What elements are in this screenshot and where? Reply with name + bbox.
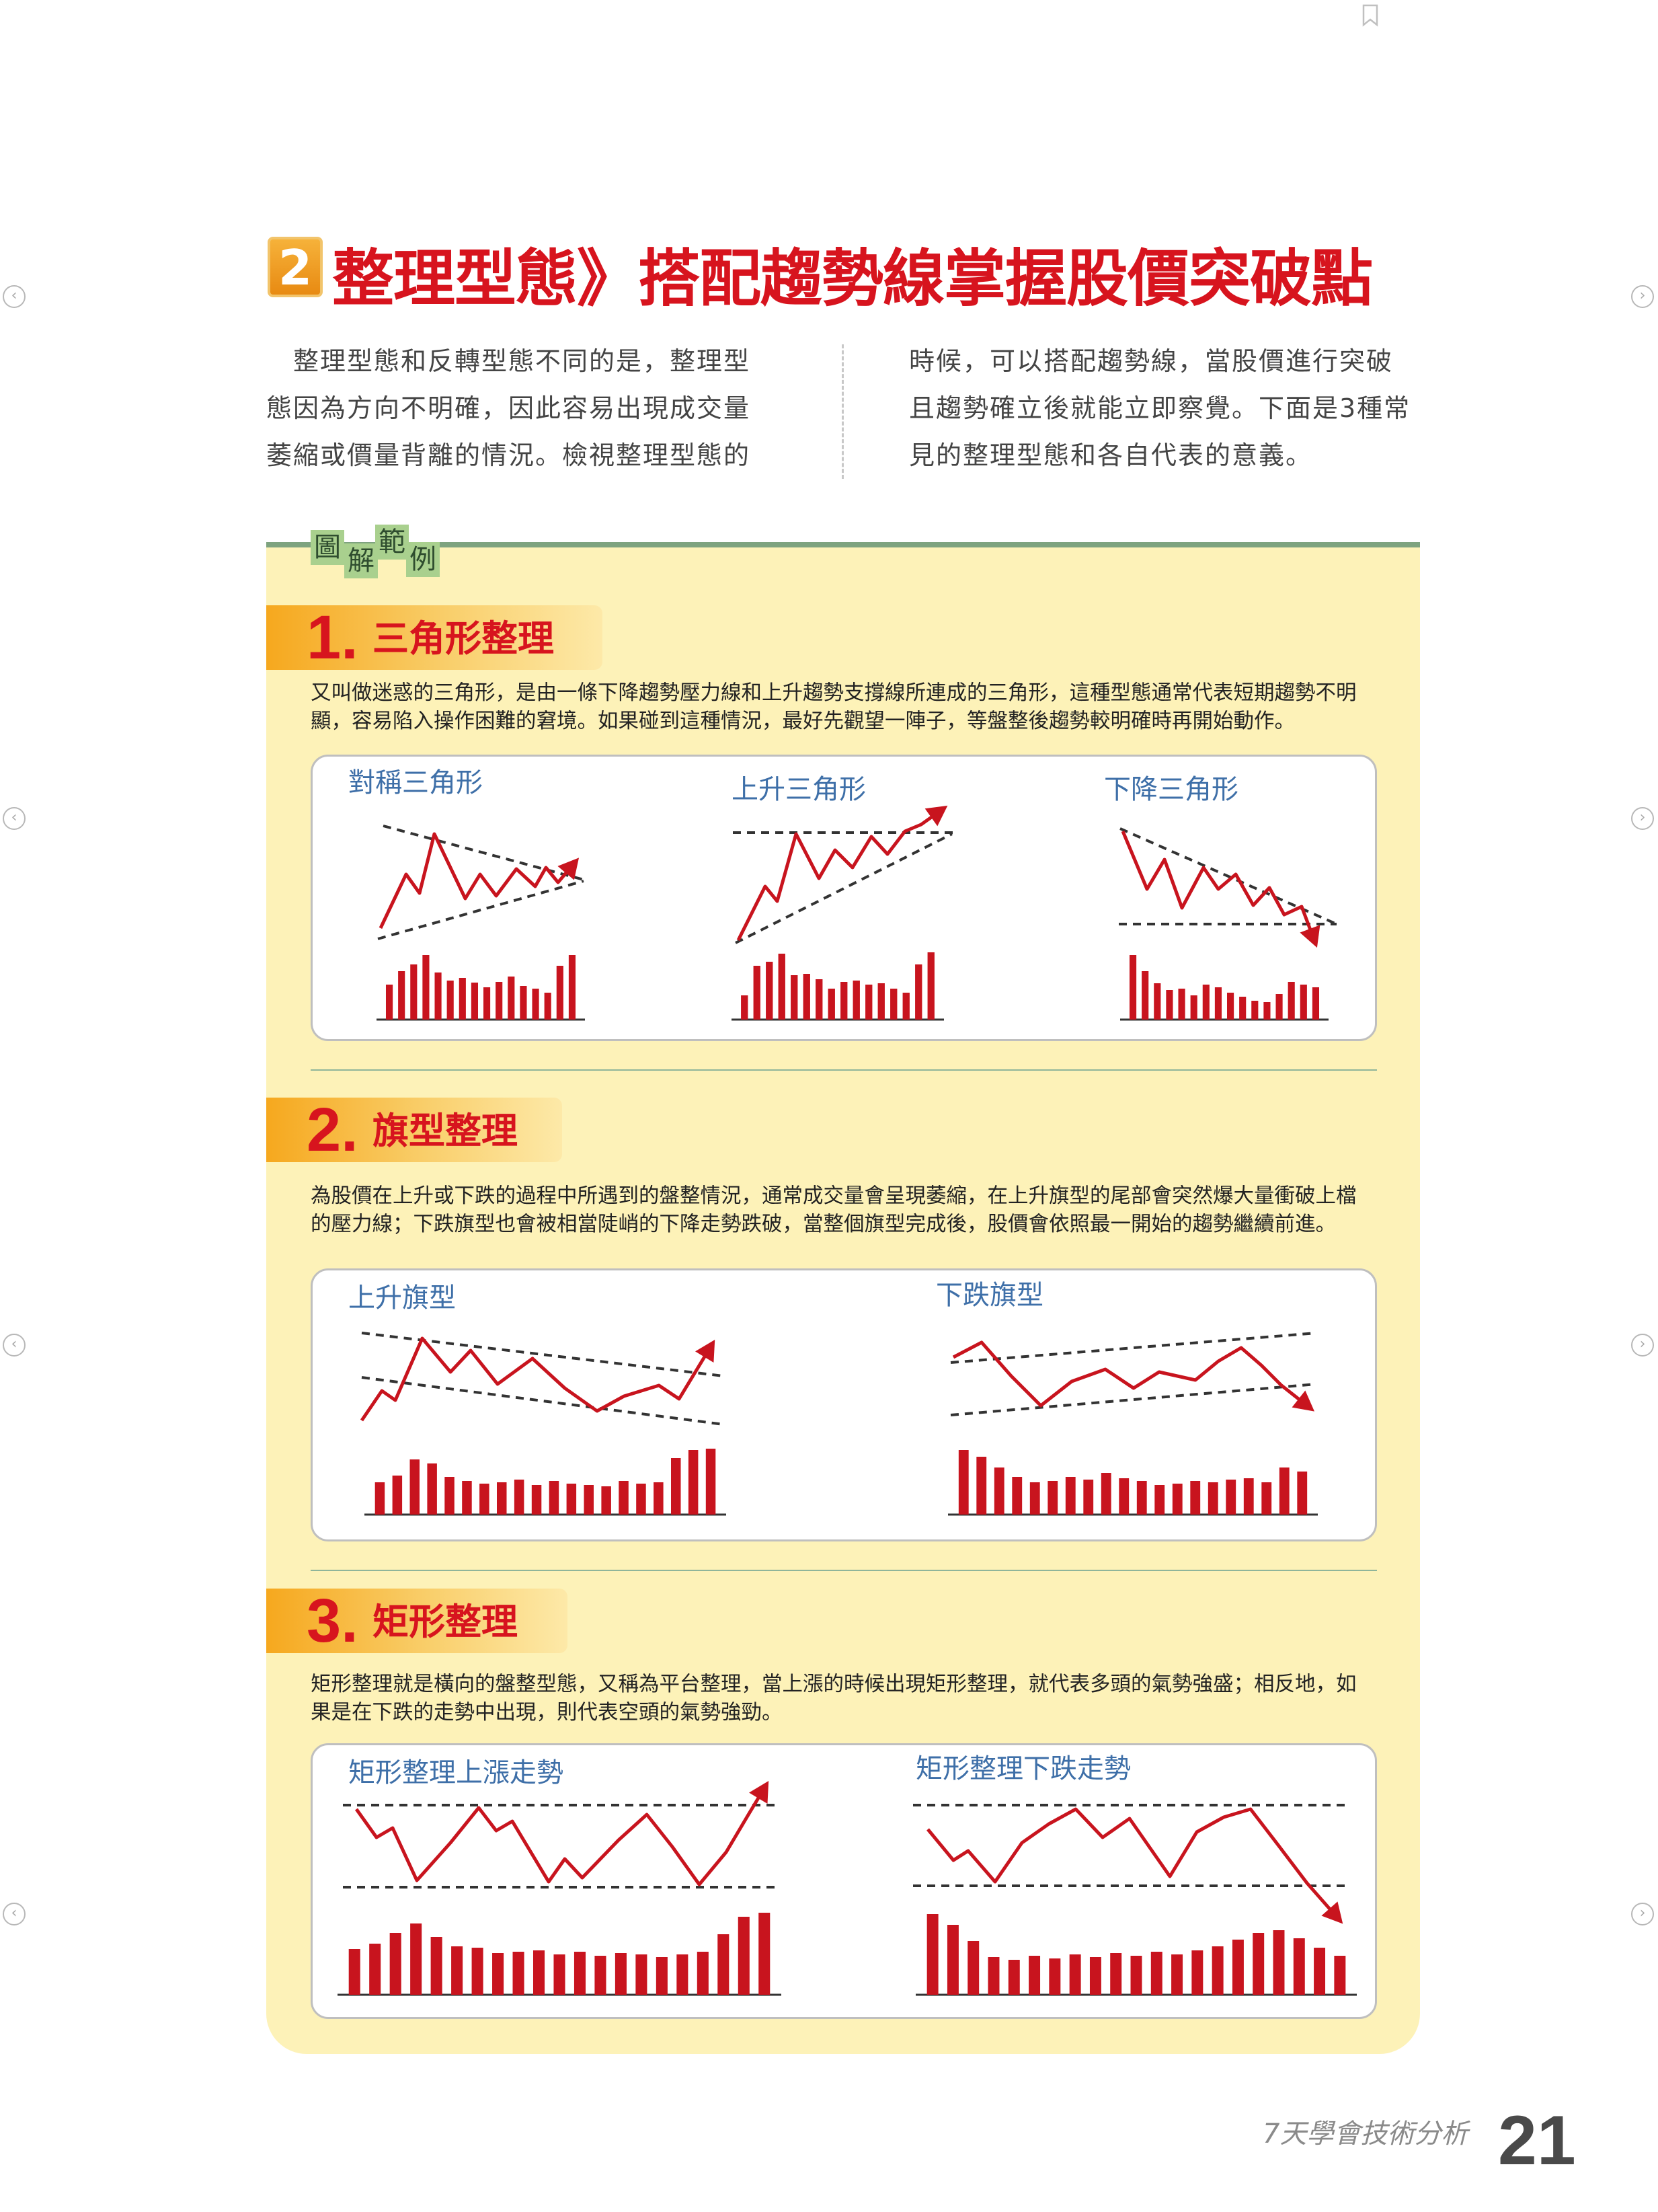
intro-line: 態因為方向不明確，因此容易出現成交量 — [266, 393, 751, 423]
nav-arrow-icon[interactable]: ‹ — [3, 285, 26, 308]
chart-box-flags — [311, 1268, 1377, 1541]
page-number: 21 — [1498, 2102, 1576, 2180]
desc-line: 為股價在上升或下跌的過程中所遇到的盤整情況，通常成交量會呈現萎縮，在上升旗型的尾… — [311, 1184, 1357, 1208]
section-banner: 1. 三角形整理 — [266, 603, 602, 672]
chart-label: 對稱三角形 — [348, 767, 483, 798]
intro-line: 時候，可以搭配趨勢線，當股價進行突破 — [909, 346, 1394, 376]
panel-top-line — [266, 542, 1420, 547]
nav-arrow-icon[interactable]: › — [1631, 1334, 1654, 1357]
chart-label: 下跌旗型 — [936, 1280, 1043, 1311]
section-number: 2. — [307, 1096, 358, 1164]
section-description: 矩形整理就是橫向的盤整型態，又稱為平台整理，當上漲的時候出現矩形整理，就代表多頭… — [311, 1671, 1386, 1727]
section-title: 三角形整理 — [372, 617, 554, 660]
chart-label: 下降三角形 — [1104, 774, 1238, 805]
nav-arrow-icon[interactable]: ‹ — [3, 1334, 26, 1357]
nav-arrow-icon[interactable]: › — [1631, 285, 1654, 308]
section-number-badge: 2 — [268, 237, 323, 297]
intro-line: 整理型態和反轉型態不同的是，整理型 — [293, 346, 751, 376]
section-banner: 2. 旗型整理 — [266, 1096, 562, 1164]
intro-line: 且趨勢確立後就能立即察覺。下面是3種常 — [909, 393, 1411, 423]
panel-tag-char: 解 — [344, 543, 378, 578]
panel-tag-char: 例 — [406, 542, 440, 577]
section-separator — [311, 1570, 1377, 1571]
bookmark-icon[interactable] — [1361, 4, 1379, 27]
nav-arrow-icon[interactable]: ‹ — [3, 807, 26, 830]
panel-tag-char: 圖 — [311, 530, 344, 565]
intro-divider — [842, 344, 844, 479]
chart-label: 上升三角形 — [732, 774, 866, 805]
intro-line: 見的整理型態和各自代表的意義。 — [909, 441, 1313, 470]
section-description: 為股價在上升或下跌的過程中所遇到的盤整情況，通常成交量會呈現萎縮，在上升旗型的尾… — [311, 1182, 1386, 1239]
section-title: 矩形整理 — [372, 1601, 518, 1643]
nav-arrow-icon[interactable]: › — [1631, 1903, 1654, 1925]
nav-arrow-icon[interactable]: ‹ — [3, 1903, 26, 1925]
desc-line: 矩形整理就是橫向的盤整型態，又稱為平台整理，當上漲的時候出現矩形整理，就代表多頭… — [311, 1673, 1357, 1696]
desc-line: 果是在下跌的走勢中出現，則代表空頭的氣勢強勁。 — [311, 1701, 783, 1724]
section-banner: 3. 矩形整理 — [266, 1587, 567, 1655]
chart-label: 上升旗型 — [348, 1283, 456, 1313]
section-description: 又叫做迷惑的三角形，是由一條下降趨勢壓力線和上升趨勢支撐線所連成的三角形，這種型… — [311, 679, 1386, 736]
intro-left: 整理型態和反轉型態不同的是，整理型 態因為方向不明確，因此容易出現成交量 萎縮或… — [266, 338, 784, 479]
section-title: 旗型整理 — [372, 1110, 518, 1152]
section-separator — [311, 1069, 1377, 1071]
desc-line: 又叫做迷惑的三角形，是由一條下降趨勢壓力線和上升趨勢支撐線所連成的三角形，這種型… — [311, 681, 1357, 705]
section-number: 3. — [307, 1587, 358, 1655]
panel-tag-char: 範 — [375, 525, 409, 560]
footer-book-title: 7天學會技術分析 — [1263, 2119, 1468, 2149]
page-title: 整理型態》搭配趨勢線掌握股價突破點 — [332, 243, 1373, 315]
desc-line: 的壓力線；下跌旗型也會被相當陡峭的下降走勢跌破，當整個旗型完成後，股價會依照最一… — [311, 1213, 1336, 1236]
chart-label: 矩形整理上漲走勢 — [348, 1757, 563, 1788]
intro-line: 萎縮或價量背離的情況。檢視整理型態的 — [266, 441, 751, 470]
section-number: 1. — [307, 603, 358, 672]
chart-label: 矩形整理下跌走勢 — [916, 1753, 1131, 1784]
intro-right: 時候，可以搭配趨勢線，當股價進行突破 且趨勢確立後就能立即察覺。下面是3種常 見… — [909, 338, 1427, 479]
desc-line: 顯，容易陷入操作困難的窘境。如果碰到這種情況，最好先觀望一陣子，等盤整後趨勢較明… — [311, 710, 1295, 733]
nav-arrow-icon[interactable]: › — [1631, 807, 1654, 830]
